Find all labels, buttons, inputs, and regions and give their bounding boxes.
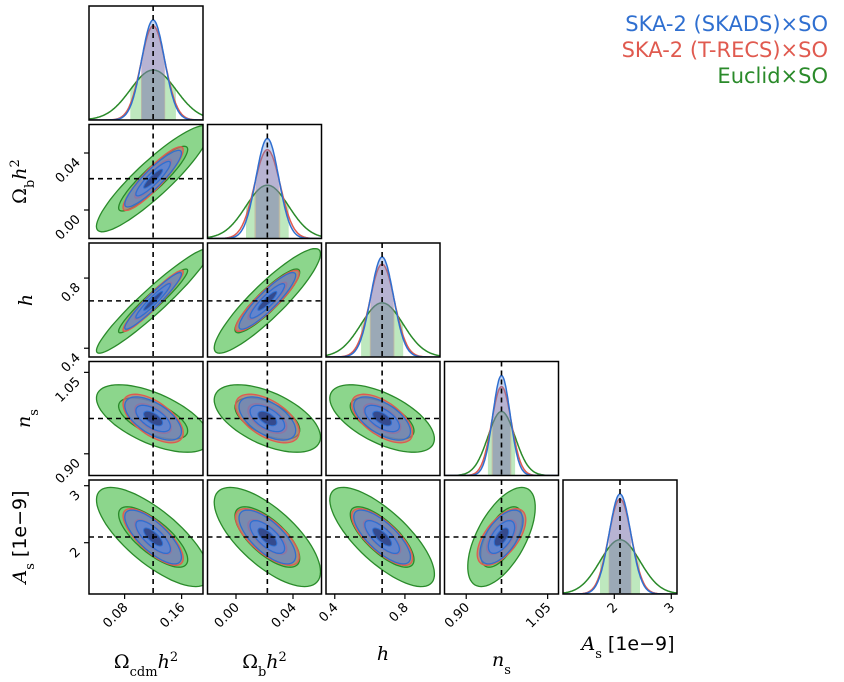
squared: 2 [170, 650, 178, 665]
squared: 2 [8, 159, 23, 167]
n-symbol: n [13, 416, 35, 428]
panel-frame [88, 479, 204, 595]
omega-symbol: Ω [114, 651, 130, 673]
pdf-Euclid×SO [89, 69, 203, 120]
s-subscript: s [23, 563, 38, 570]
band-68-Euclid×SO [600, 539, 640, 594]
h-symbol: h [266, 651, 278, 673]
x-tick-label: 0.16 [157, 600, 188, 631]
pdf-Euclid×SO [563, 538, 677, 594]
y-tick-label: 0.04 [53, 155, 84, 186]
h-symbol: h [158, 651, 170, 673]
band-68-SKA-2 (T-RECS)×SO [491, 386, 512, 476]
band-68-Euclid×SO [361, 302, 404, 357]
h-symbol: h [9, 167, 31, 179]
s-subscript: s [504, 663, 511, 678]
omega-symbol: Ω [9, 188, 31, 204]
panel-frame [562, 479, 678, 595]
panel-frame [88, 5, 204, 121]
band-68-Euclid×SO [130, 70, 176, 120]
panel-frame [206, 123, 323, 240]
y-tick-label: 2 [67, 545, 83, 561]
panel-frame [88, 360, 204, 477]
x-tick-label: 0.04 [269, 600, 300, 631]
panel-frame [206, 242, 323, 358]
x-tick-label: 0.00 [212, 600, 243, 631]
squared: 2 [279, 650, 287, 665]
panel-1d-omega_cdm [89, 19, 203, 120]
y-tick-label: 0.90 [53, 456, 84, 487]
x-tick-label: 2 [605, 600, 621, 616]
x-tick-label: 3 [662, 600, 678, 616]
b-subscript: b [23, 180, 38, 188]
xlabel-omega-cdm: Ωcdmh2 [114, 650, 178, 680]
a-symbol: A [579, 633, 595, 655]
panel-1d-h [326, 256, 440, 357]
panel-frame [88, 242, 204, 358]
y-tick-label: 0.00 [53, 212, 84, 243]
s-subscript: s [595, 647, 602, 662]
pdf-Euclid×SO [326, 302, 440, 357]
unit: [1e−9] [602, 633, 675, 655]
x-tick-label: 0.08 [100, 600, 131, 631]
legend-entry: Euclid×SO [717, 64, 828, 88]
panel-frame [325, 242, 441, 358]
panel-frame [325, 360, 441, 477]
panel-1d-omega_b [207, 137, 322, 239]
xlabel-h: h [377, 643, 389, 665]
y-tick-label: 1.05 [53, 375, 84, 406]
panel-frame [443, 479, 560, 595]
x-tick-label: 0.4 [316, 600, 341, 625]
ylabel-as: As [1e−9] [9, 490, 38, 585]
omega-symbol: Ω [242, 651, 258, 673]
legend-entry: SKA-2 (T-RECS)×SO [622, 38, 828, 62]
h-symbol: h [15, 294, 37, 306]
ylabel-omega-b: Ωbh2 [8, 159, 38, 204]
y-tick-label: 3 [67, 488, 83, 504]
unit: [1e−9] [9, 490, 31, 563]
panel-frame [443, 360, 560, 477]
cdm-subscript: cdm [130, 665, 158, 680]
pdf-SKA-2 (SKADS)×SO [89, 19, 203, 120]
xlabel-omega-b: Ωbh2 [242, 650, 287, 680]
xlabel-as: As [1e−9] [579, 633, 674, 662]
h-symbol: h [377, 643, 389, 665]
panel-frame [325, 479, 441, 595]
panel-frame [206, 360, 323, 477]
pdf-Euclid×SO [207, 184, 322, 239]
legend-entry: SKA-2 (SKADS)×SO [625, 12, 828, 36]
x-tick-label: 0.8 [387, 600, 412, 625]
xlabel-ns: ns [492, 649, 511, 678]
panel-frame [206, 479, 323, 595]
s-subscript: s [27, 409, 42, 416]
y-tick-label: 0.8 [59, 280, 84, 305]
band-68-Euclid×SO [246, 185, 289, 239]
x-tick-label: 0.90 [442, 600, 473, 631]
ylabel-h: h [15, 294, 37, 306]
panel-frame [88, 123, 204, 240]
band-68-SKA-2 (T-RECS)×SO [254, 149, 281, 239]
ylabel-ns: ns [13, 409, 42, 428]
b-subscript: b [258, 665, 266, 680]
a-symbol: A [9, 570, 31, 586]
n-symbol: n [492, 649, 504, 671]
x-tick-label: 1.05 [523, 600, 554, 631]
y-tick-label: 0.4 [59, 350, 84, 375]
